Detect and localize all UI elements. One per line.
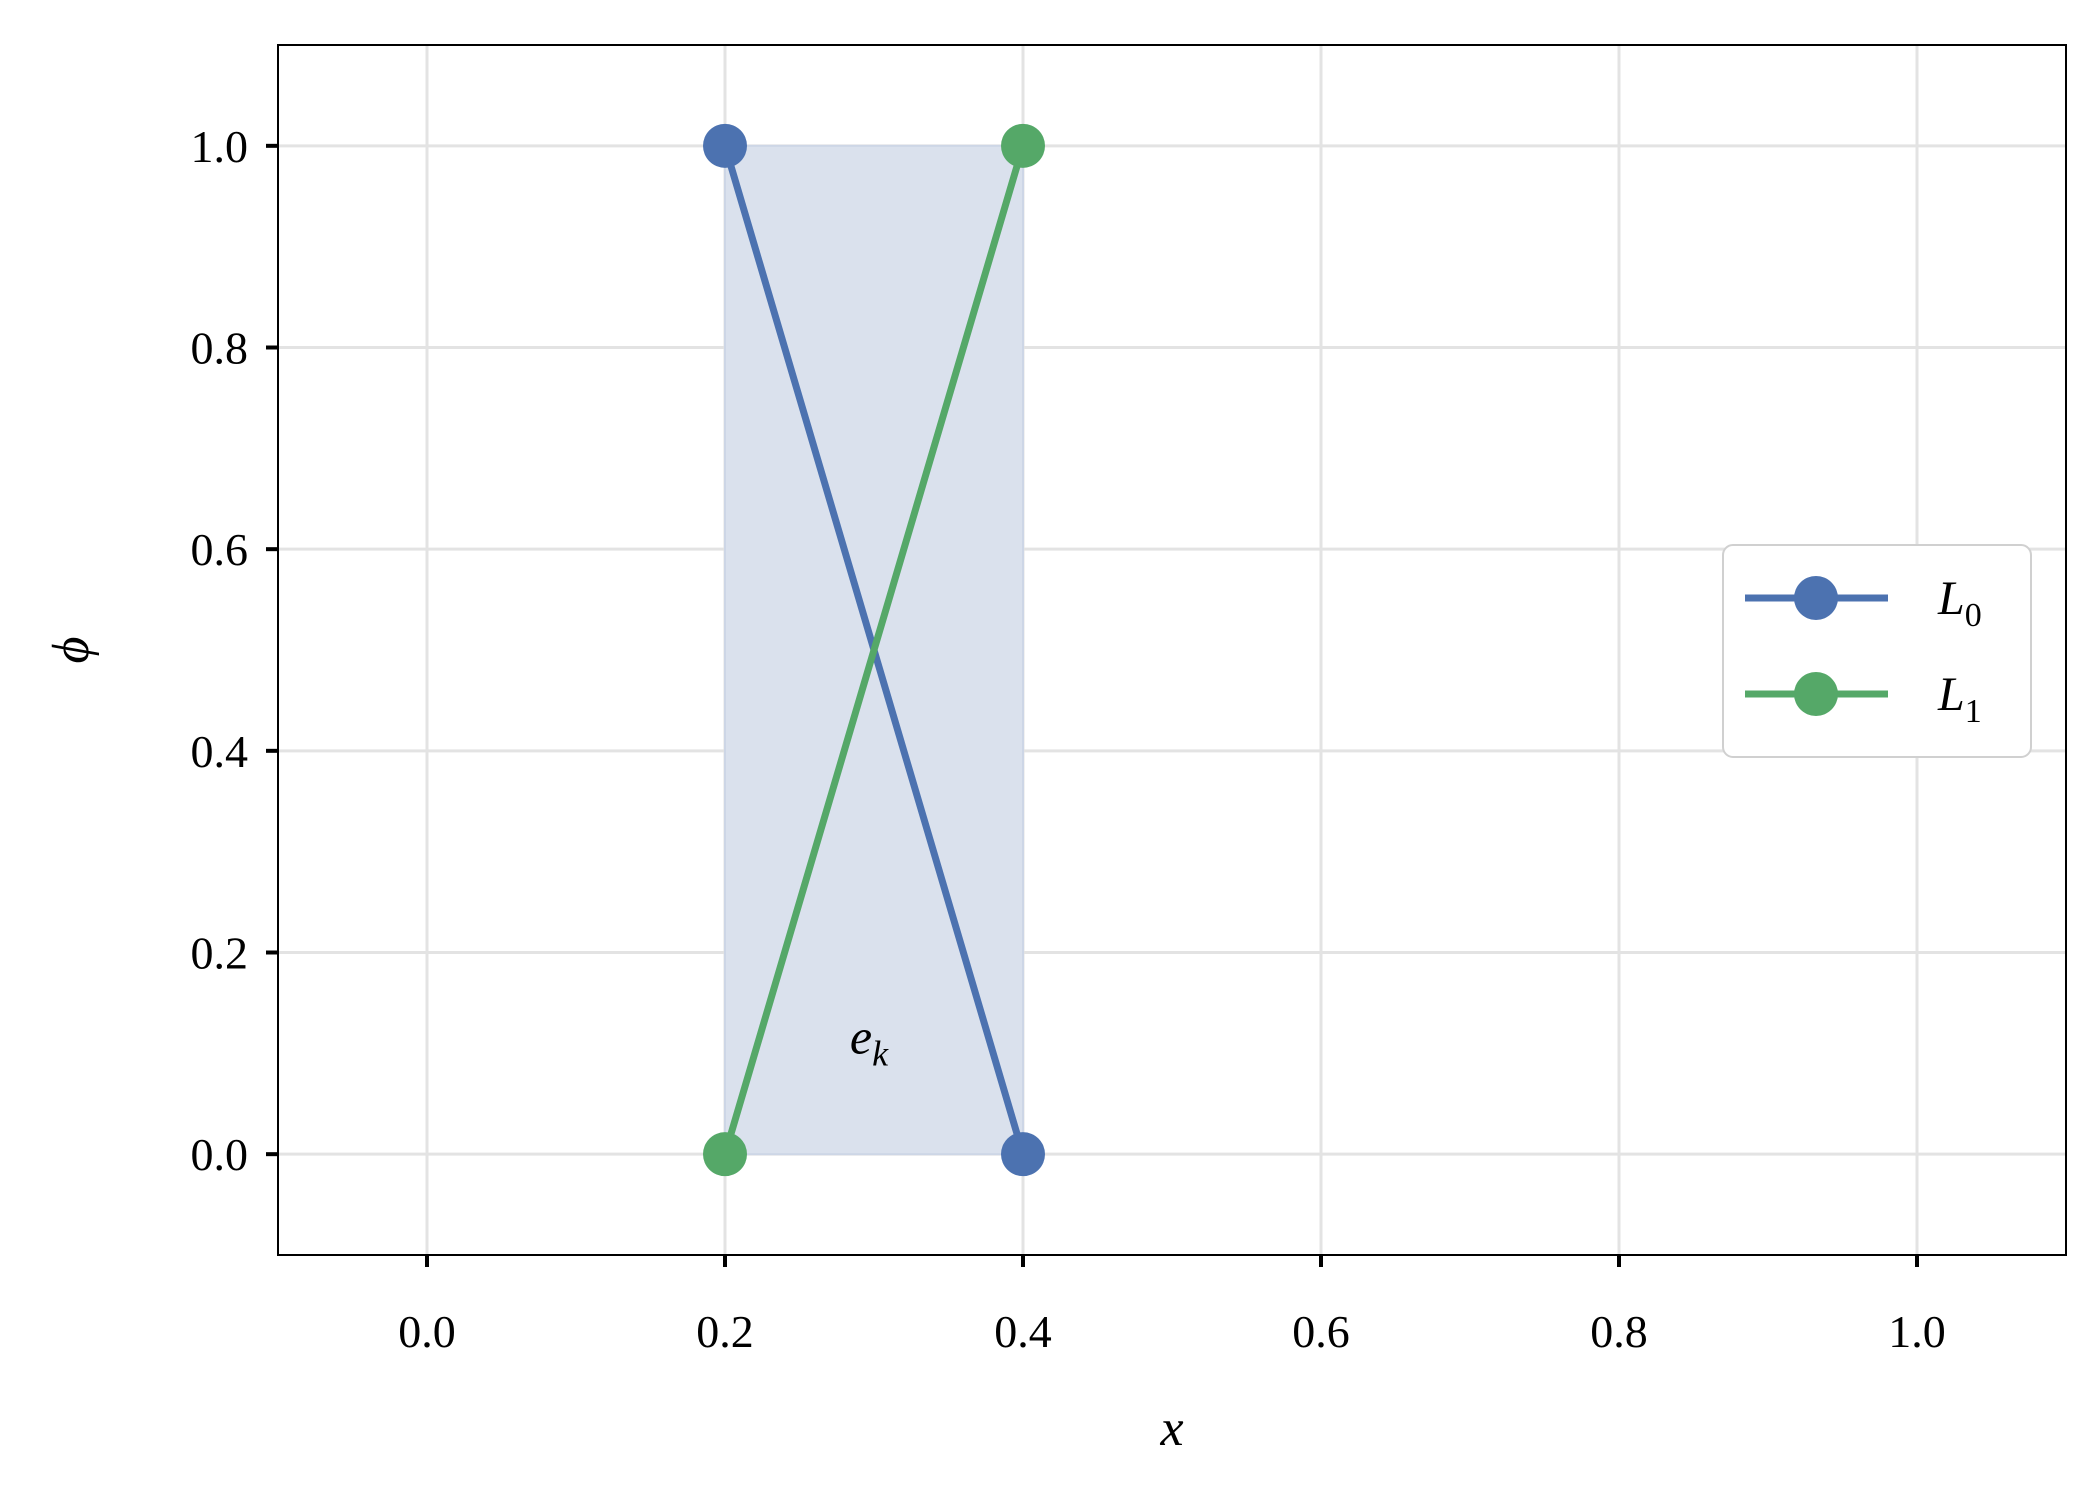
- x-tick-label-3: 0.6: [1292, 1306, 1350, 1357]
- x-tick-label-2: 0.4: [994, 1306, 1052, 1357]
- legend-label-0: L0: [1937, 572, 1982, 634]
- series-0-point-1: [1001, 1132, 1045, 1177]
- y-tick-label-2: 0.4: [191, 726, 249, 777]
- series-line-1: [721, 144, 1027, 1156]
- legend: L0 L1: [1722, 544, 2032, 758]
- series-1-point-0: [703, 1132, 747, 1177]
- y-tick-label-1: 0.2: [191, 928, 249, 979]
- legend-label-1: L1: [1937, 668, 1982, 730]
- x-tick-label-4: 0.8: [1590, 1306, 1648, 1357]
- legend-marker-0: [1794, 576, 1838, 620]
- legend-box: [1722, 544, 2032, 758]
- series-markers: [703, 123, 1045, 1177]
- legend-marker-1: [1794, 672, 1838, 716]
- y-tick-label-4: 0.8: [191, 323, 249, 374]
- x-axis-label: x: [1159, 1400, 1183, 1457]
- region-annotation: ek: [850, 1008, 889, 1073]
- y-axis-label: ϕ: [43, 637, 100, 664]
- annotation-label: ek: [850, 1008, 889, 1073]
- plot-frame: [277, 44, 2067, 1256]
- y-tick-label-3: 0.6: [191, 524, 249, 575]
- x-tick-label-1: 0.2: [696, 1306, 754, 1357]
- series-lines: [721, 144, 1027, 1156]
- y-tick-label-0: 0.0: [191, 1129, 249, 1180]
- series-0-point-0: [703, 123, 747, 168]
- x-tick-label-0: 0.0: [398, 1306, 456, 1357]
- series-1-point-1: [1001, 123, 1045, 168]
- axis-ticks: 0.0 0.2 0.4 0.6 0.8 1.0 0.0 0.2 0.4 0.6 0.8 1.0: [191, 121, 1946, 1357]
- y-tick-label-5: 1.0: [191, 121, 249, 172]
- x-tick-label-5: 1.0: [1888, 1306, 1946, 1357]
